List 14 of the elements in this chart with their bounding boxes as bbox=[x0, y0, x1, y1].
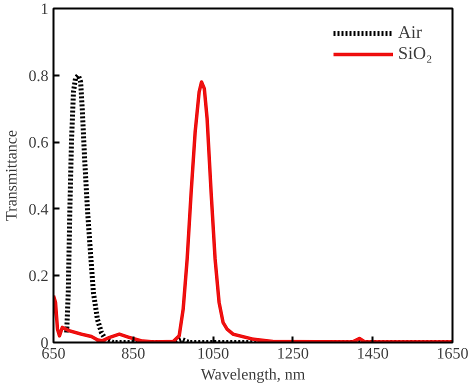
legend-label: Air bbox=[398, 22, 423, 43]
y-tick-label: 0.6 bbox=[28, 134, 48, 152]
y-tick-label: 0.8 bbox=[28, 68, 48, 85]
x-tick-label: 850 bbox=[121, 346, 146, 362]
x-tick-label: 1650 bbox=[436, 346, 468, 362]
y-tick-label: 1 bbox=[40, 1, 48, 18]
legend-label: SiO₂ bbox=[398, 43, 434, 64]
x-axis-title: Wavelength, nm bbox=[200, 366, 306, 384]
x-tick-label: 1450 bbox=[356, 346, 389, 362]
y-axis-title: Transmittance bbox=[4, 130, 20, 221]
y-tick-label: 0.4 bbox=[28, 201, 48, 218]
x-tick-label: 1250 bbox=[276, 346, 309, 362]
y-tick-label: 0.2 bbox=[28, 268, 48, 286]
x-tick-label: 1050 bbox=[197, 346, 230, 362]
